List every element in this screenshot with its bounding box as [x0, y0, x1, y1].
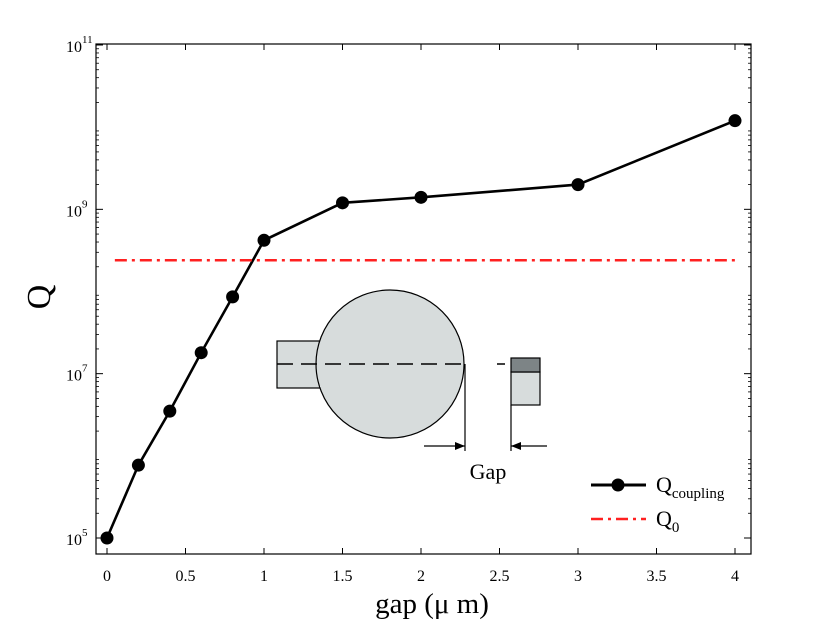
series-layer — [100, 114, 742, 545]
q-coupling-point — [131, 458, 145, 472]
y-axis-label: Q — [21, 285, 58, 310]
x-tick-label: 4 — [731, 568, 739, 585]
x-tick-label: 3.5 — [647, 568, 667, 585]
plot-frame — [95, 43, 752, 555]
y-tick-label: 107 — [66, 363, 88, 385]
q-coupling-point — [728, 114, 742, 128]
inset-diagram: Gap — [276, 289, 547, 484]
q-coupling-point — [336, 196, 349, 210]
x-tick-label: 0.5 — [176, 568, 196, 585]
q-coupling-point — [100, 531, 114, 545]
x-tick-label: 2 — [417, 568, 425, 585]
q-coupling-point — [226, 290, 240, 304]
q-coupling-point — [414, 190, 428, 204]
q-coupling-point — [194, 346, 208, 360]
x-tick-label: 2.5 — [490, 568, 510, 585]
q-coupling-point — [257, 233, 271, 247]
x-tick-label: 1.5 — [333, 568, 353, 585]
x-tick-label: 0 — [103, 568, 111, 585]
y-tick-label: 109 — [66, 198, 88, 220]
legend-marker-q-coupling — [611, 478, 625, 492]
bus-waveguide — [510, 371, 541, 406]
x-axis-ticks: 0 0.5 1 1.5 2 2.5 3 3.5 4 — [103, 44, 739, 585]
bus-waveguide-top — [510, 357, 541, 373]
q-coupling-line — [105, 119, 736, 539]
gap-arrowhead-right — [511, 442, 521, 450]
x-tick-label: 3 — [574, 568, 582, 585]
y-tick-label: 1011 — [66, 34, 93, 56]
legend-label-q0: Q0 — [656, 506, 679, 536]
y-axis-ticks: 105 107 109 1011 — [66, 34, 751, 549]
legend: Qcoupling Q0 — [591, 472, 725, 536]
q-coupling-point — [571, 178, 585, 192]
inset-gap-label: Gap — [470, 459, 507, 484]
x-tick-label: 1 — [260, 568, 268, 585]
y-tick-label: 105 — [66, 527, 88, 549]
x-axis-label: gap (μ m) — [375, 588, 489, 620]
q-coupling-point — [163, 404, 177, 418]
gap-arrowhead-left — [455, 442, 465, 450]
legend-label-q-coupling: Qcoupling — [656, 472, 725, 502]
